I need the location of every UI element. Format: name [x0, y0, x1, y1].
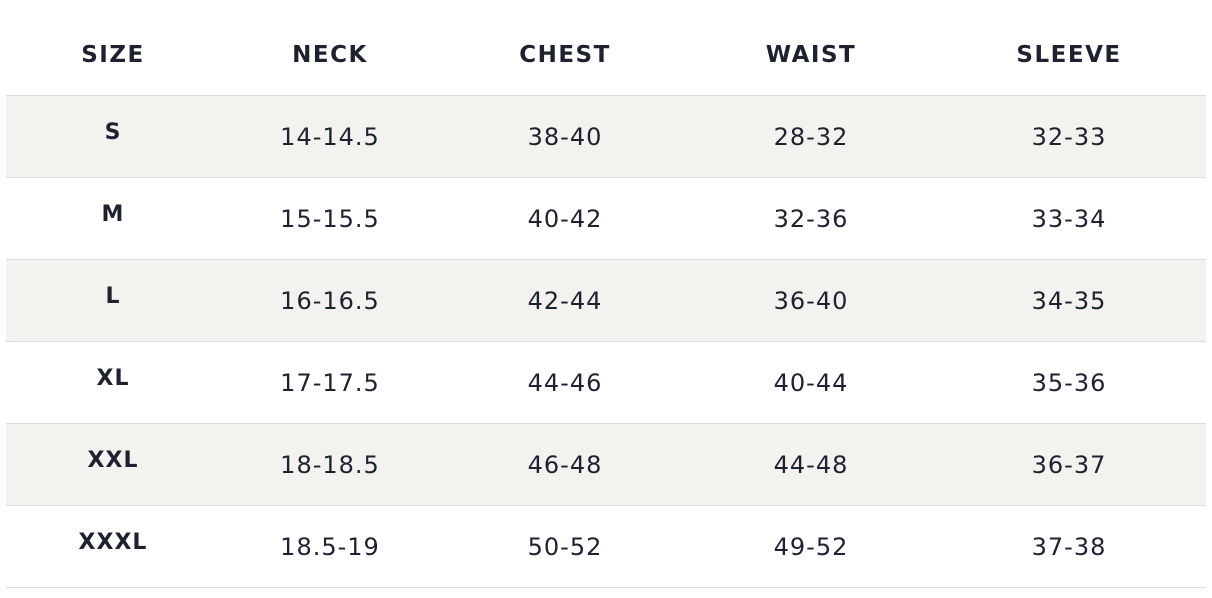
table-row: XXL 18-18.5 46-48 44-48 36-37 — [6, 424, 1206, 506]
measure-cell: 33-34 — [1031, 204, 1107, 233]
measure-cell: 14-14.5 — [280, 122, 380, 151]
table-row: M 15-15.5 40-42 32-36 33-34 — [6, 178, 1206, 260]
table-row: S 14-14.5 38-40 28-32 32-33 — [6, 96, 1206, 178]
measure-cell: 18.5-19 — [280, 532, 380, 561]
table-row: XL 17-17.5 44-46 40-44 35-36 — [6, 342, 1206, 424]
measure-cell: 44-48 — [773, 450, 849, 479]
size-cell: XL — [96, 366, 130, 391]
measure-cell: 40-42 — [527, 204, 603, 233]
measure-cell: 35-36 — [1031, 368, 1107, 397]
measure-cell: 17-17.5 — [280, 368, 380, 397]
measure-cell: 34-35 — [1031, 286, 1107, 315]
size-cell: XXXL — [78, 530, 148, 555]
table-row: L 16-16.5 42-44 36-40 34-35 — [6, 260, 1206, 342]
measure-cell: 44-46 — [527, 368, 603, 397]
measure-cell: 36-37 — [1031, 450, 1107, 479]
header-cell: NECK — [292, 41, 368, 68]
size-cell: L — [105, 284, 121, 309]
header-row: SIZE NECK CHEST WAIST SLEEVE — [6, 14, 1206, 96]
header-cell: SLEEVE — [1016, 41, 1122, 68]
size-cell: S — [104, 120, 122, 145]
measure-cell: 42-44 — [527, 286, 603, 315]
header-cell: SIZE — [81, 41, 145, 68]
measure-cell: 16-16.5 — [280, 286, 380, 315]
measure-cell: 49-52 — [773, 532, 849, 561]
measure-cell: 38-40 — [527, 122, 603, 151]
measure-cell: 37-38 — [1031, 532, 1107, 561]
measure-cell: 46-48 — [527, 450, 603, 479]
measure-cell: 18-18.5 — [280, 450, 380, 479]
measure-cell: 50-52 — [527, 532, 603, 561]
header-cell: CHEST — [519, 41, 611, 68]
header-cell: WAIST — [765, 41, 857, 68]
table-row: XXXL 18.5-19 50-52 49-52 37-38 — [6, 506, 1206, 588]
measure-cell: 32-36 — [773, 204, 849, 233]
measure-cell: 40-44 — [773, 368, 849, 397]
size-cell: M — [101, 202, 125, 227]
size-table: SIZE NECK CHEST WAIST SLEEVE S 14-14.5 38-40 28-… — [6, 14, 1206, 588]
measure-cell: 32-33 — [1031, 122, 1107, 151]
size-cell: XXL — [87, 448, 139, 473]
measure-cell: 36-40 — [773, 286, 849, 315]
measure-cell: 28-32 — [773, 122, 849, 151]
measure-cell: 15-15.5 — [280, 204, 380, 233]
